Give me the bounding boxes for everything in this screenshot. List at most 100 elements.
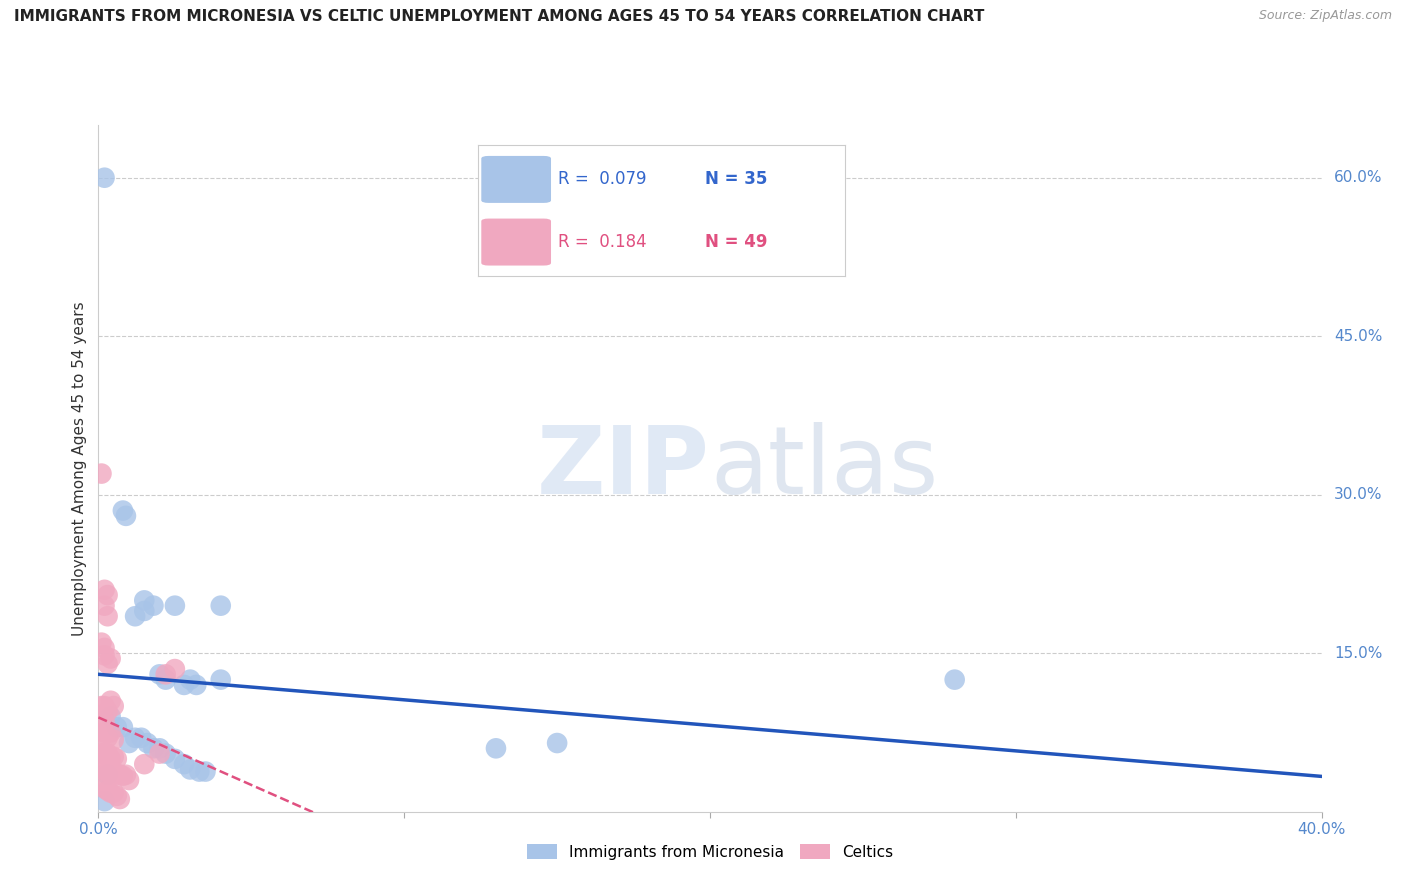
- Point: [155, 667, 177, 681]
- Point: [100, 709, 122, 723]
- Point: [179, 763, 201, 777]
- Point: [103, 768, 125, 782]
- Point: [100, 786, 122, 800]
- FancyBboxPatch shape: [481, 219, 551, 266]
- Point: [186, 678, 208, 692]
- Point: [134, 593, 156, 607]
- Point: [209, 599, 232, 613]
- Point: [124, 731, 146, 745]
- Point: [546, 736, 568, 750]
- Point: [103, 749, 125, 764]
- Point: [93, 747, 115, 761]
- Point: [134, 757, 156, 772]
- Point: [93, 699, 115, 714]
- FancyBboxPatch shape: [481, 156, 551, 202]
- Point: [93, 763, 115, 777]
- Point: [163, 662, 186, 676]
- Point: [90, 714, 112, 729]
- Point: [103, 786, 125, 800]
- Point: [100, 725, 122, 739]
- Text: 30.0%: 30.0%: [1334, 487, 1382, 502]
- Point: [90, 731, 112, 745]
- Point: [90, 699, 112, 714]
- Point: [111, 503, 134, 517]
- Point: [93, 170, 115, 185]
- Point: [97, 657, 120, 671]
- Point: [209, 673, 232, 687]
- Point: [124, 609, 146, 624]
- Text: 60.0%: 60.0%: [1334, 170, 1382, 186]
- Point: [115, 768, 138, 782]
- Point: [93, 648, 115, 663]
- Point: [97, 704, 120, 718]
- Point: [93, 781, 115, 796]
- Text: N = 35: N = 35: [706, 170, 768, 188]
- Point: [149, 741, 172, 756]
- Text: 15.0%: 15.0%: [1334, 646, 1382, 661]
- Legend: Immigrants from Micronesia, Celtics: Immigrants from Micronesia, Celtics: [520, 838, 900, 866]
- Point: [97, 764, 120, 779]
- Point: [108, 792, 131, 806]
- Point: [93, 725, 115, 739]
- Point: [118, 736, 141, 750]
- Point: [163, 752, 186, 766]
- Point: [155, 747, 177, 761]
- Point: [93, 640, 115, 655]
- Point: [111, 769, 134, 783]
- Text: R =  0.184: R = 0.184: [558, 233, 647, 251]
- Point: [103, 732, 125, 747]
- Point: [97, 783, 120, 797]
- Point: [108, 768, 131, 782]
- Point: [142, 741, 165, 756]
- Point: [111, 720, 134, 734]
- Point: [97, 768, 120, 782]
- Point: [149, 747, 172, 761]
- Point: [97, 588, 120, 602]
- Point: [100, 694, 122, 708]
- Point: [118, 772, 141, 787]
- Text: Source: ZipAtlas.com: Source: ZipAtlas.com: [1258, 9, 1392, 22]
- Point: [100, 651, 122, 665]
- Text: atlas: atlas: [710, 422, 938, 515]
- Point: [142, 599, 165, 613]
- Point: [93, 714, 115, 729]
- Point: [179, 673, 201, 687]
- Point: [129, 731, 152, 745]
- Point: [136, 736, 159, 750]
- Point: [90, 763, 112, 777]
- Point: [90, 635, 112, 649]
- Point: [100, 752, 122, 766]
- Point: [194, 764, 217, 779]
- Point: [485, 741, 508, 756]
- Point: [90, 778, 112, 792]
- Point: [90, 467, 112, 481]
- Y-axis label: Unemployment Among Ages 45 to 54 years: Unemployment Among Ages 45 to 54 years: [72, 301, 87, 636]
- Point: [163, 599, 186, 613]
- Text: 45.0%: 45.0%: [1334, 329, 1382, 343]
- Text: ZIP: ZIP: [537, 422, 710, 515]
- Point: [173, 757, 195, 772]
- Text: IMMIGRANTS FROM MICRONESIA VS CELTIC UNEMPLOYMENT AMONG AGES 45 TO 54 YEARS CORR: IMMIGRANTS FROM MICRONESIA VS CELTIC UNE…: [14, 9, 984, 24]
- Point: [943, 673, 966, 687]
- Text: R =  0.079: R = 0.079: [558, 170, 647, 188]
- Point: [115, 508, 138, 523]
- Point: [173, 678, 195, 692]
- Point: [103, 699, 125, 714]
- Point: [97, 731, 120, 745]
- Point: [93, 794, 115, 808]
- Point: [134, 604, 156, 618]
- Point: [105, 766, 128, 780]
- Point: [188, 764, 211, 779]
- Point: [97, 609, 120, 624]
- Point: [93, 582, 115, 597]
- Point: [105, 789, 128, 803]
- Point: [93, 599, 115, 613]
- Point: [155, 673, 177, 687]
- Text: N = 49: N = 49: [706, 233, 768, 251]
- Point: [90, 747, 112, 761]
- Point: [149, 667, 172, 681]
- Point: [97, 747, 120, 761]
- Point: [100, 764, 122, 779]
- Point: [105, 720, 128, 734]
- Point: [105, 752, 128, 766]
